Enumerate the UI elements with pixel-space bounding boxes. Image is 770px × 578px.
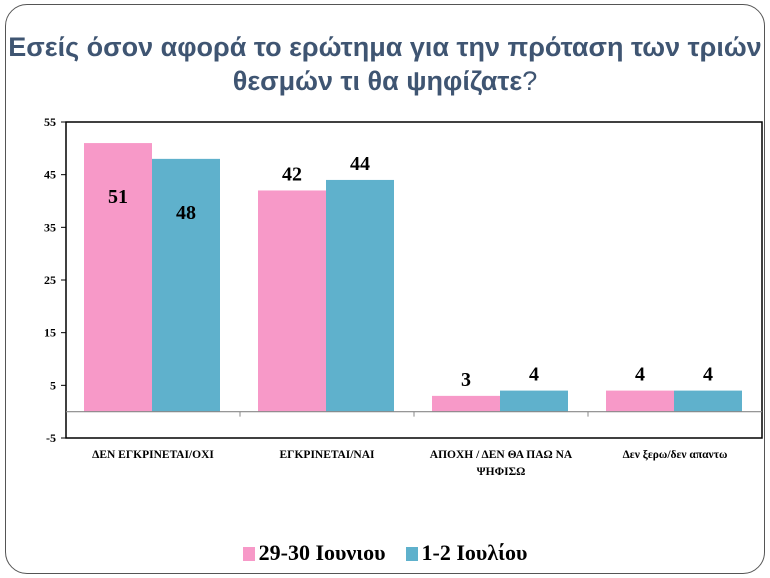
data-label: 4: [529, 364, 539, 386]
chart-title: Εσείς όσον αφορά το ερώτημα για την πρότ…: [8, 32, 762, 96]
x-category-label: ΕΓΚΡΙΝΕΤΑΙ/ΝΑΙ: [279, 449, 375, 461]
data-label: 42: [282, 163, 302, 185]
data-label: 4: [703, 364, 713, 386]
y-tick-label: 15: [44, 326, 56, 340]
data-label: 48: [176, 202, 196, 224]
y-tick-label: 5: [50, 378, 56, 392]
legend-label: 1-2 Ιουλίου: [421, 540, 528, 565]
x-category-label: ΨΗΦΙΣΩ: [477, 466, 526, 478]
y-tick-label: -5: [46, 431, 56, 445]
legend-item: 29-30 Ιουνιου: [242, 540, 386, 565]
data-label: 51: [108, 186, 128, 208]
y-tick-label: 55: [44, 115, 56, 129]
legend: 29-30 Ιουνιου 1-2 Ιουλίου: [0, 540, 770, 566]
y-tick-label: 45: [44, 168, 56, 182]
bar-series1: [84, 143, 152, 412]
bar-series1: [432, 395, 500, 412]
legend-swatch: [405, 547, 418, 561]
legend-item: 1-2 Ιουλίου: [405, 540, 528, 565]
x-category-label: ΔΕΝ ΕΓΚΡΙΝΕΤΑΙ/ΟΧΙ: [92, 449, 214, 461]
data-label: 3: [461, 369, 471, 391]
y-tick-label: 35: [44, 220, 56, 234]
legend-label: 29-30 Ιουνιου: [258, 540, 386, 565]
bar-series2: [326, 179, 394, 412]
bar-series1: [606, 390, 674, 412]
bar-series2: [152, 158, 220, 412]
bar-series1: [258, 190, 326, 412]
x-category-label: ΑΠΟΧΗ / ΔΕΝ ΘΑ ΠΑΩ ΝΑ: [430, 449, 573, 461]
data-label: 44: [350, 153, 370, 175]
data-label: 4: [635, 364, 645, 386]
bar-series2: [500, 390, 568, 412]
x-category-label: Δεν ξερω/δεν απαντω: [623, 448, 728, 461]
bar-series2: [674, 390, 742, 412]
legend-swatch: [242, 547, 255, 561]
slide-frame: [5, 4, 765, 574]
y-tick-label: 25: [44, 273, 56, 287]
